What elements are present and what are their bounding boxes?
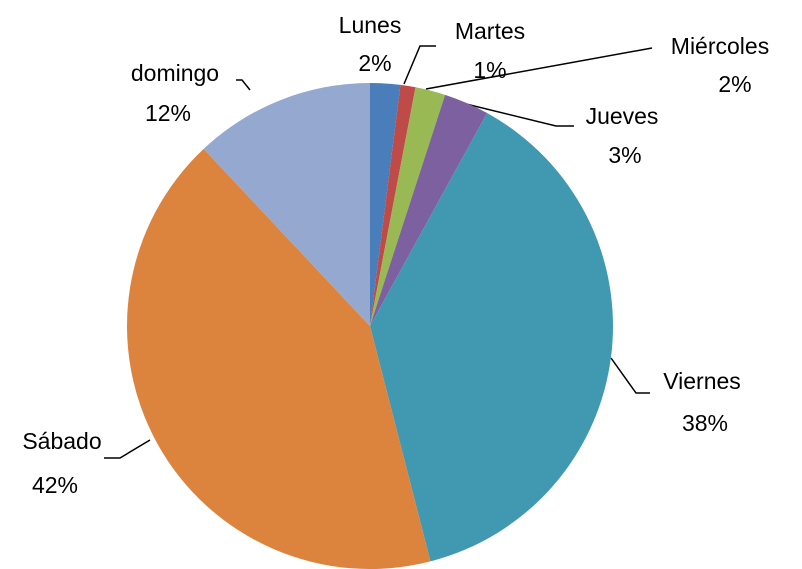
slice-label: Jueves [586,103,659,129]
pie-slice [370,83,401,326]
slice-value-label: 1% [473,57,506,83]
slice-value-label: 12% [145,100,191,126]
leader-lines [104,45,653,459]
leader-line [610,357,650,394]
leader-line [236,79,251,91]
slice-label: Sábado [22,428,101,454]
slice-label: Miércoles [671,33,769,59]
slice-label: domingo [131,60,219,86]
slice-label: Martes [455,18,525,44]
leader-line [403,45,436,85]
pie-slice [126,148,431,569]
slice-value-label: 3% [608,142,641,168]
pie-slice [370,87,446,326]
pie-slice [370,84,416,326]
slice-value-label: 38% [682,410,728,436]
pie-slice [370,94,488,326]
leader-line [425,47,653,90]
slice-value-label: 2% [358,50,391,76]
leader-line [104,439,151,459]
slice-value-label: 2% [718,71,751,97]
slice-label: Viernes [663,368,741,394]
slice-value-label: 42% [32,472,78,498]
leader-line [461,102,574,127]
pie-slice [370,113,613,562]
pie-slice [203,83,370,326]
slice-label: Lunes [339,12,402,38]
